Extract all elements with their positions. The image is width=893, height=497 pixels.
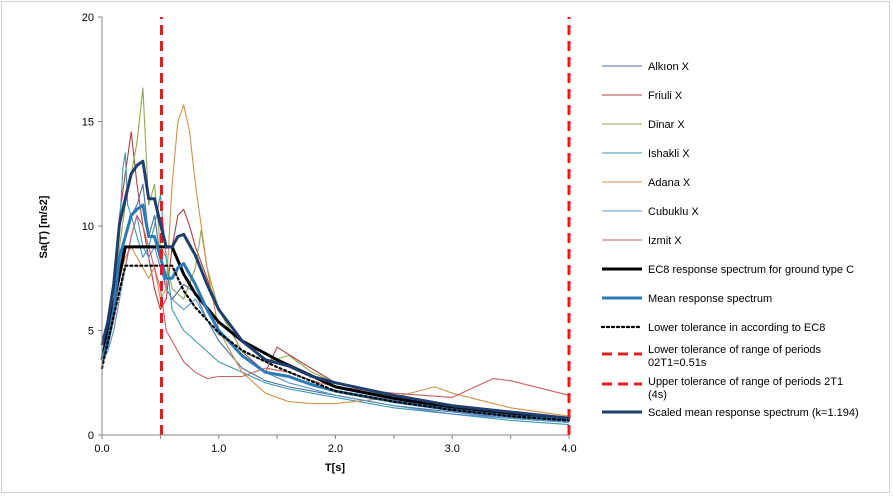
- series-line-12: [100, 159, 570, 420]
- y-tick-label: 20: [82, 12, 94, 24]
- x-tick-label: 1.0: [211, 443, 226, 455]
- series-line-1: [101, 131, 570, 419]
- y-tick-label: 5: [88, 326, 94, 338]
- series-line-3: [101, 152, 570, 426]
- legend-label: Ishakli X: [648, 148, 690, 160]
- plot-area: [100, 17, 571, 435]
- x-tick-label: 4.0: [561, 443, 576, 455]
- y-axis-label: Sa(T) [m/s2]: [38, 195, 50, 258]
- legend-label: Adana X: [648, 177, 691, 189]
- series-line-9: [100, 264, 571, 422]
- series-line-4: [101, 104, 570, 417]
- x-axis-label: T[s]: [325, 462, 346, 474]
- x-tick-label: 0.0: [94, 443, 109, 455]
- x-tick-label: 3.0: [445, 443, 460, 455]
- legend-label: Friuli X: [648, 90, 683, 102]
- y-tick-label: 15: [82, 117, 94, 129]
- legend-label: Mean response spectrum: [648, 293, 772, 305]
- legend-label: Scaled mean response spectrum (k=1.194): [648, 407, 859, 419]
- series-line-2: [101, 87, 570, 419]
- x-tick-label: 2.0: [328, 443, 343, 455]
- legend-label: Lower tolerance of range of periods 02T1=…: [648, 344, 822, 369]
- legend: Alkıon X Friuli X Dinar X Ishakli X Adana X C…: [600, 61, 859, 419]
- legend-label: Dinar X: [648, 119, 685, 131]
- y-axis: 0 5 10 15 20: [82, 12, 103, 442]
- series-line-7: [100, 245, 570, 420]
- legend-label: Upper tolerance of range of periods 2T1(…: [648, 376, 843, 401]
- legend-label: Cubuklu X: [648, 206, 699, 218]
- legend-label: Izmit X: [648, 235, 682, 247]
- legend-label: Alkıon X: [648, 61, 690, 73]
- y-tick-label: 10: [82, 221, 94, 233]
- legend-label: EC8 response spectrum for ground type C: [648, 264, 854, 276]
- legend-label: Lower tolerance in according to EC8: [648, 322, 825, 334]
- y-tick-label: 0: [88, 430, 94, 442]
- response-spectrum-chart: 0 5 10 15 20 0.0 1.0 2.0 3.0 4.0 Sa(T) [m/s2] T[…: [38, 12, 859, 474]
- x-axis: 0.0 1.0 2.0 3.0 4.0: [94, 434, 577, 455]
